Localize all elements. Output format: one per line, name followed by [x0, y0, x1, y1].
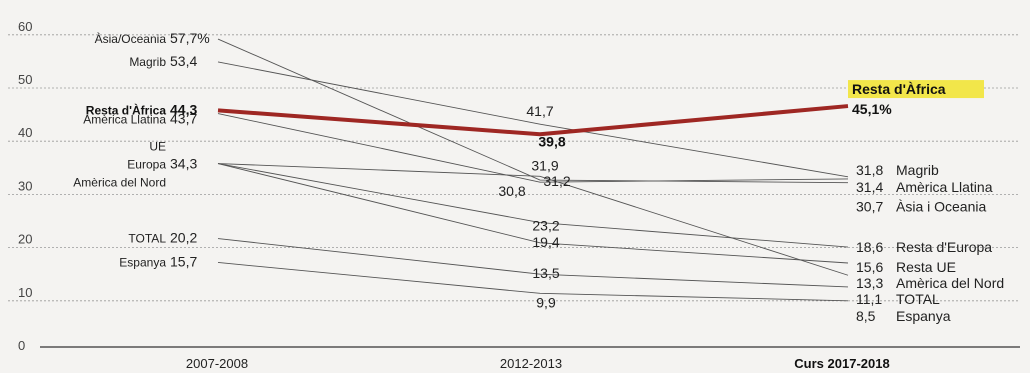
series-line — [217, 163, 849, 276]
left-series-label: Espanya — [119, 255, 166, 269]
left-value-label: 34,3 — [170, 156, 197, 172]
series-line — [217, 238, 849, 288]
series-line — [217, 104, 849, 137]
mid-value-label: 13,5 — [532, 265, 559, 281]
left-series-label: Amèrica del Nord — [73, 176, 166, 190]
y-tick-label: 30 — [18, 178, 32, 193]
right-value-label: 18,6 — [856, 239, 883, 255]
left-value-label: 53,4 — [170, 53, 197, 69]
x-tick-label: 2007-2008 — [186, 356, 248, 371]
right-value-label: 45,1% — [852, 101, 892, 117]
right-series-label: Resta d'Europa — [896, 239, 992, 255]
series-line — [217, 38, 849, 184]
left-series-label: Àsia/Oceania — [95, 31, 167, 46]
right-value-label: 30,7 — [856, 199, 883, 215]
y-tick-label: 50 — [18, 72, 32, 87]
right-series-label: Resta UE — [896, 259, 956, 275]
left-series-label: Magrib — [129, 55, 166, 69]
grid-layer: 0 10 20 30 40 50 60 2007-2008 2012-2013 Curs 2017… — [8, 19, 1020, 371]
right-series-label: Àsia i Oceania — [896, 199, 986, 215]
right-series-label: Espanya — [896, 308, 951, 324]
mid-value-label: 30,8 — [498, 183, 525, 199]
mid-value-label: 41,7 — [526, 103, 553, 119]
left-series-label: Amèrica Llatina — [83, 113, 166, 127]
mid-value-label: 31,9 — [531, 157, 558, 173]
left-value-label: 20,2 — [170, 230, 197, 246]
right-value-label: 15,6 — [856, 259, 883, 275]
y-tick-label: 60 — [18, 19, 32, 34]
left-value-label: 43,7 — [170, 111, 197, 127]
right-value-label: 31,4 — [856, 179, 883, 195]
label-layer: Àsia/Oceania 57,7% 31,2 30,7 Àsia i Oceania M… — [73, 30, 1004, 324]
series-line — [217, 163, 849, 264]
highlight-label-background — [848, 80, 984, 99]
series-line — [217, 113, 849, 183]
right-value-label: 31,8 — [856, 162, 883, 178]
x-tick-label: 2012-2013 — [500, 356, 562, 371]
series-line — [217, 163, 849, 248]
left-series-label: Resta d'Àfrica — [86, 102, 167, 117]
y-tick-label: 40 — [18, 125, 32, 140]
mid-value-label: 39,8 — [538, 133, 565, 149]
y-tick-label: 20 — [18, 232, 32, 247]
mid-value-label: 31,2 — [543, 173, 570, 189]
y-tick-label: 0 — [18, 338, 25, 353]
series-line — [217, 61, 849, 178]
right-series-label: Amèrica del Nord — [896, 275, 1004, 291]
right-series-label: TOTAL — [896, 291, 940, 307]
left-series-label: TOTAL — [128, 232, 166, 246]
mid-value-label: 23,2 — [532, 218, 559, 234]
left-value-label: 57,7% — [170, 30, 210, 46]
y-tick-label: 10 — [18, 285, 32, 300]
series-layer — [217, 38, 849, 302]
left-series-label: UE — [149, 140, 166, 154]
left-series-label: Europa — [127, 158, 166, 172]
mid-value-label: 9,9 — [536, 294, 556, 310]
right-value-label: 11,1 — [856, 291, 882, 307]
right-series-label: Amèrica Llatina — [896, 179, 993, 195]
right-value-label: 13,3 — [856, 275, 883, 291]
left-value-label: 15,7 — [170, 253, 197, 269]
left-value-label: 44,3 — [170, 101, 197, 117]
right-series-label: Magrib — [896, 162, 939, 178]
right-value-label: 8,5 — [856, 308, 876, 324]
mid-value-label: 19,4 — [532, 234, 559, 250]
series-line — [217, 262, 849, 302]
x-tick-label: Curs 2017-2018 — [794, 356, 889, 371]
right-series-label: Resta d'Àfrica — [852, 81, 946, 97]
